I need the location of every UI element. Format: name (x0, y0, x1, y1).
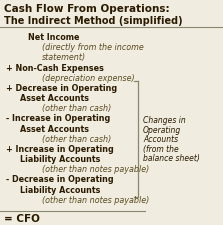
Text: Liability Accounts: Liability Accounts (20, 154, 100, 163)
Text: balance sheet): balance sheet) (143, 153, 200, 162)
Text: Cash Flow From Operations:: Cash Flow From Operations: (4, 4, 170, 14)
Text: Accounts: Accounts (143, 135, 178, 144)
Text: Net Income: Net Income (28, 33, 80, 42)
Text: (other than cash): (other than cash) (42, 134, 111, 143)
Text: (from the: (from the (143, 144, 179, 153)
Text: - Decrease in Operating: - Decrease in Operating (6, 175, 114, 184)
Text: - Increase in Operating: - Increase in Operating (6, 114, 110, 123)
Text: Liability Accounts: Liability Accounts (20, 185, 100, 194)
Text: + Decrease in Operating: + Decrease in Operating (6, 83, 117, 92)
Text: Operating: Operating (143, 125, 181, 134)
Text: Changes in: Changes in (143, 116, 186, 125)
Text: (other than notes payable): (other than notes payable) (42, 164, 149, 173)
Text: Asset Accounts: Asset Accounts (20, 94, 89, 103)
Text: (directly from the income: (directly from the income (42, 43, 144, 52)
Text: = CFO: = CFO (4, 213, 40, 223)
Text: (other than cash): (other than cash) (42, 104, 111, 113)
Text: The Indirect Method (simplified): The Indirect Method (simplified) (4, 16, 183, 26)
Text: (depreciation expense): (depreciation expense) (42, 73, 135, 82)
Text: + Non-Cash Expenses: + Non-Cash Expenses (6, 63, 104, 72)
Text: Asset Accounts: Asset Accounts (20, 124, 89, 133)
Text: + Increase in Operating: + Increase in Operating (6, 144, 114, 153)
Text: statement): statement) (42, 53, 86, 62)
Text: (other than notes payable): (other than notes payable) (42, 195, 149, 204)
